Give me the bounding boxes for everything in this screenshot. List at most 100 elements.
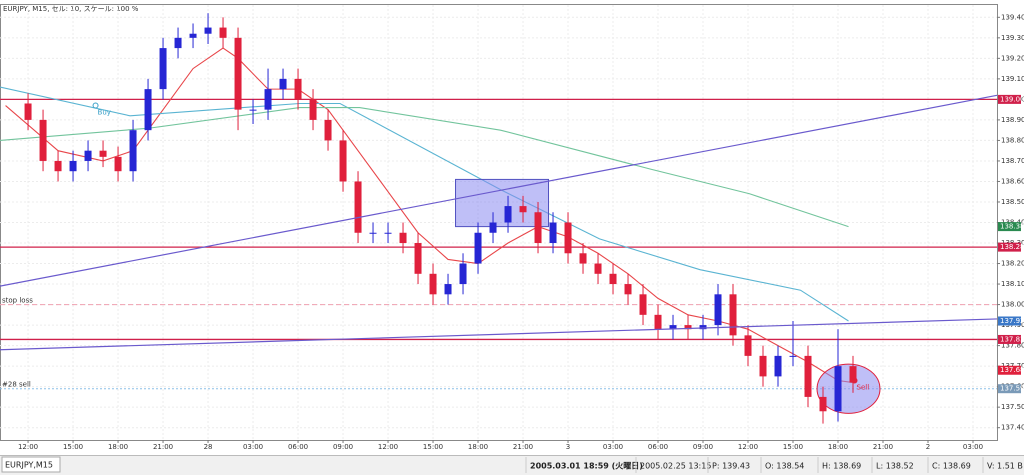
- candle-body: [504, 206, 512, 223]
- y-tick-label: 138.50: [1001, 198, 1024, 206]
- x-tick-label: 09:00: [693, 443, 713, 451]
- status-field: 2005.02.25 13:15: [640, 462, 711, 471]
- highlight-ellipse: [816, 363, 881, 414]
- candle-body: [324, 119, 332, 141]
- candle-body: [729, 294, 737, 336]
- candle-body: [759, 355, 767, 377]
- y-tick-label: 139.40: [1001, 13, 1024, 21]
- x-tick-label: 12:00: [18, 443, 38, 451]
- y-tick-label: 138.90: [1001, 116, 1024, 124]
- x-tick-label: 12:00: [378, 443, 398, 451]
- status-field: V: 1.51 B: [987, 462, 1023, 471]
- price-badge: [998, 242, 1021, 252]
- x-tick-label: 03:00: [603, 443, 623, 451]
- y-tick-label: 138.10: [1001, 280, 1024, 288]
- candle-body: [204, 27, 212, 34]
- x-tick-label: 15:00: [423, 443, 443, 451]
- trend-line: [0, 94, 998, 287]
- moving-average: [5, 47, 854, 384]
- candle-body: [114, 156, 122, 172]
- x-tick-label: 18:00: [108, 443, 128, 451]
- price-badge-label: 138.28: [1000, 243, 1024, 251]
- x-tick-label: 03:00: [243, 443, 263, 451]
- candle-body: [279, 78, 287, 90]
- x-tick-label: 15:00: [783, 443, 803, 451]
- status-field: P: 139.43: [712, 462, 750, 471]
- x-tick-label: 2: [926, 443, 930, 451]
- candle-body: [144, 89, 152, 131]
- x-tick-label: 09:00: [333, 443, 353, 451]
- y-tick-label: 137.50: [1001, 403, 1024, 411]
- candle-body: [264, 89, 272, 110]
- candle-body: [564, 222, 572, 254]
- candle-body: [744, 335, 752, 356]
- candle-body: [39, 119, 47, 161]
- x-tick-label: 18:00: [828, 443, 848, 451]
- candle-body: [699, 325, 707, 330]
- candle-body: [849, 366, 857, 383]
- candle-body: [639, 294, 647, 315]
- moving-average: [0, 107, 849, 228]
- candle-body: [669, 325, 677, 330]
- candle-body: [24, 103, 32, 120]
- status-field: C: 138.69: [932, 462, 971, 471]
- symbol-tab: [1, 456, 61, 473]
- status-field: H: 138.69: [822, 462, 861, 471]
- x-tick-label: 12:00: [738, 443, 758, 451]
- x-tick-label: 18:00: [468, 443, 488, 451]
- y-tick-label: 138.80: [1001, 136, 1024, 144]
- candle-body: [594, 263, 602, 274]
- candle-body: [429, 273, 437, 295]
- trade-marker: [851, 377, 858, 384]
- candle-body: [444, 284, 452, 295]
- price-badge-label: 137.59: [1000, 385, 1024, 393]
- candle-body: [549, 222, 557, 244]
- candle-body: [189, 33, 197, 38]
- x-tick-label: 21:00: [153, 443, 173, 451]
- candle-body: [294, 78, 302, 100]
- y-tick-label: 138.00: [1001, 301, 1024, 309]
- price-badge: [998, 365, 1021, 375]
- candle-body: [804, 355, 812, 397]
- candle-body: [174, 37, 182, 49]
- x-tick-label: 03:00: [963, 443, 983, 451]
- candle-body: [819, 396, 827, 412]
- candle-body: [54, 160, 62, 172]
- status-field: L: 138.52: [876, 462, 914, 471]
- price-badge: [998, 222, 1021, 232]
- candle-body: [354, 181, 362, 233]
- x-tick-label: 06:00: [288, 443, 308, 451]
- candle-body: [399, 232, 407, 244]
- level-label: stop loss: [2, 297, 33, 305]
- candle-body: [579, 253, 587, 264]
- candle-body: [414, 243, 422, 274]
- candle-body: [69, 160, 77, 172]
- price-badge-label: 138.38: [1000, 223, 1024, 231]
- status-field: 2005.03.01 18:59 (火曜日): [530, 461, 643, 471]
- price-badge-label: 139.00: [1000, 95, 1024, 103]
- candle-body: [249, 109, 257, 111]
- x-tick-label: 06:00: [648, 443, 668, 451]
- status: EURJPY,M15 2005.03.01 18:59 (火曜日)2005.02.…: [1, 456, 1023, 473]
- trade-label: Buy: [98, 109, 111, 117]
- x-tick-label: 28: [204, 443, 213, 451]
- candle-body: [714, 294, 722, 326]
- y-tick-label: 137.80: [1001, 342, 1024, 350]
- y-tick-label: 139.30: [1001, 34, 1024, 42]
- y-tick-label: 138.60: [1001, 177, 1024, 185]
- price-badge: [998, 334, 1021, 344]
- price-badge-label: 137.83: [1000, 335, 1024, 343]
- candle-body: [459, 263, 467, 285]
- y-tick-label: 138.20: [1001, 260, 1024, 268]
- price-badge-label: 137.92: [1000, 317, 1024, 325]
- status-bar: [0, 455, 1024, 475]
- chart-title: EURJPY, M15, セル: 10, スケール: 100 %: [3, 5, 139, 13]
- status-field: O: 138.54: [765, 462, 804, 471]
- candle-body: [369, 232, 377, 234]
- x-tick-label: 21:00: [513, 443, 533, 451]
- y-tick-label: 139.10: [1001, 75, 1024, 83]
- x-tick-label: 3: [566, 443, 570, 451]
- candle-body: [834, 366, 842, 412]
- candle-body: [489, 222, 497, 233]
